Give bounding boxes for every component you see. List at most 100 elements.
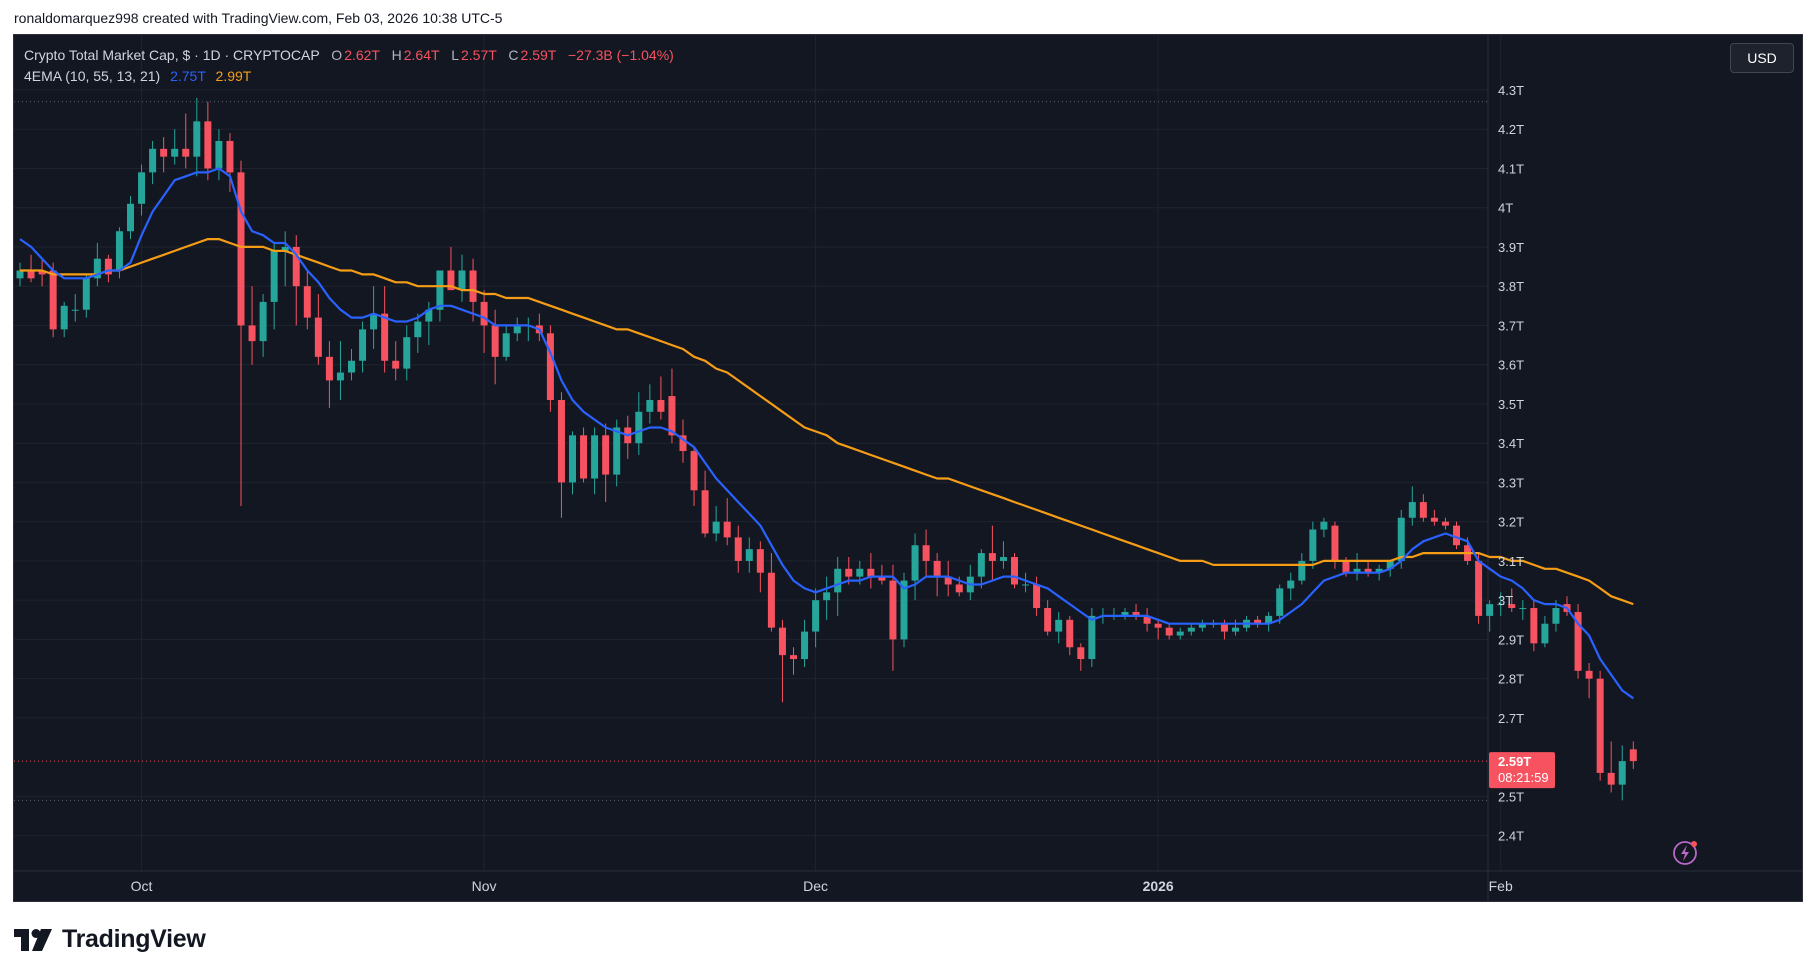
- candle-body: [613, 427, 621, 475]
- candle: [348, 348, 355, 381]
- candle: [1154, 619, 1162, 640]
- candle: [801, 619, 809, 667]
- tradingview-logo[interactable]: TradingView: [14, 925, 206, 954]
- candle-body: [580, 435, 588, 479]
- candle: [1497, 592, 1505, 616]
- candle-body: [734, 537, 742, 561]
- candle-body: [336, 372, 344, 381]
- candle-body: [569, 435, 576, 483]
- candle-body: [226, 140, 234, 173]
- candle: [226, 133, 234, 192]
- candle: [193, 97, 201, 177]
- candle: [1519, 600, 1527, 620]
- notification-dot: [1691, 841, 1697, 847]
- candle-body: [944, 576, 952, 585]
- candle: [392, 341, 400, 381]
- candle: [977, 549, 985, 589]
- price-tick-label: 2.8T: [1498, 672, 1524, 687]
- candle: [1066, 615, 1074, 656]
- candle: [1044, 600, 1052, 636]
- candle-body: [1486, 604, 1494, 616]
- candle-body: [1331, 525, 1339, 561]
- candle-body: [204, 121, 212, 169]
- candle-body: [1508, 604, 1516, 609]
- candle: [1320, 517, 1328, 538]
- candle-body: [1386, 560, 1394, 569]
- candle-body: [359, 329, 367, 361]
- symbol-title[interactable]: Crypto Total Market Cap, $ · 1D · CRYPTO…: [24, 47, 320, 63]
- candlestick-chart[interactable]: 4.3T 4.2T 4.1T 4T 3.9T 3.8T 3.7T 3.6T 3.5T 3.4T 3.…: [14, 35, 1802, 901]
- candle: [1618, 745, 1626, 801]
- last-price-label: 2.59T: [1498, 754, 1531, 769]
- candle-body: [1143, 615, 1151, 624]
- candle: [104, 254, 112, 283]
- candle-body: [1408, 502, 1416, 518]
- candle: [491, 309, 499, 385]
- candle: [182, 113, 190, 169]
- indicator-title[interactable]: 4EMA (10, 55, 13, 21): [24, 68, 161, 84]
- price-axis: 4.3T 4.2T 4.1T 4T 3.9T 3.8T 3.7T 3.6T 3.5T 3.4T 3.…: [1498, 83, 1524, 844]
- candle: [790, 647, 797, 675]
- candle-body: [679, 435, 687, 452]
- candle: [1430, 509, 1438, 526]
- attribution-text: ronaldomarquez998 created with TradingVi…: [14, 10, 503, 26]
- candle: [812, 588, 820, 648]
- candle: [1353, 553, 1361, 581]
- candle-body: [138, 172, 146, 204]
- candle-body: [690, 451, 698, 491]
- candle: [1530, 600, 1538, 652]
- price-tick-label: 3.1T: [1498, 554, 1524, 569]
- candle-body: [778, 627, 786, 656]
- last-price-badge-bg: [1489, 752, 1555, 789]
- candle: [1298, 553, 1306, 585]
- candle-body: [546, 333, 554, 401]
- candle: [171, 129, 179, 165]
- candle: [657, 376, 665, 420]
- candle-body: [1276, 588, 1284, 616]
- candle-body: [348, 360, 355, 373]
- candle: [1022, 572, 1030, 593]
- candle-body: [1364, 568, 1372, 573]
- price-tick-label: 3.2T: [1498, 515, 1524, 530]
- candle: [436, 270, 444, 322]
- candle-body: [933, 560, 941, 577]
- candle-body: [71, 309, 79, 311]
- candle: [381, 286, 389, 373]
- candle: [1486, 600, 1494, 632]
- candle: [1011, 553, 1018, 589]
- candle: [1574, 604, 1582, 679]
- candle: [359, 321, 367, 373]
- candle: [127, 195, 134, 240]
- price-tick-label: 4.3T: [1498, 83, 1524, 98]
- candle-body: [292, 246, 300, 287]
- time-axis: Oct Nov Dec 2026 Feb: [131, 878, 1513, 894]
- lightning-icon-bolt: [1681, 845, 1689, 861]
- candle-body: [414, 321, 422, 338]
- ema-fast-value: 2.75T: [170, 68, 206, 84]
- candle-body: [712, 521, 720, 534]
- candle-body: [911, 545, 919, 581]
- candle-body: [1574, 611, 1582, 671]
- candle: [138, 164, 146, 216]
- candle: [1364, 560, 1372, 577]
- candle: [248, 286, 256, 365]
- price-tick-label: 4T: [1498, 201, 1513, 216]
- lightning-icon[interactable]: [1673, 841, 1697, 865]
- candle-body: [1198, 623, 1206, 628]
- candle-body: [60, 305, 68, 330]
- candle-body: [469, 270, 477, 302]
- candle-body: [1585, 670, 1593, 679]
- candle-body: [1309, 529, 1317, 561]
- candle-body: [1176, 631, 1184, 636]
- candle: [933, 553, 941, 597]
- tradingview-logo-icon: [14, 928, 52, 951]
- price-tick-label: 3.5T: [1498, 397, 1524, 412]
- time-tick-label: Feb: [1489, 878, 1513, 894]
- chart-panel[interactable]: 4.3T 4.2T 4.1T 4T 3.9T 3.8T 3.7T 3.6T 3.5T 3.4T 3.…: [13, 34, 1803, 902]
- candle: [1176, 627, 1184, 640]
- currency-button[interactable]: USD: [1730, 43, 1794, 73]
- candle-body: [1220, 623, 1228, 632]
- price-tick-label: 3.6T: [1498, 358, 1524, 373]
- candle-body: [370, 313, 378, 330]
- candle-body: [999, 557, 1007, 561]
